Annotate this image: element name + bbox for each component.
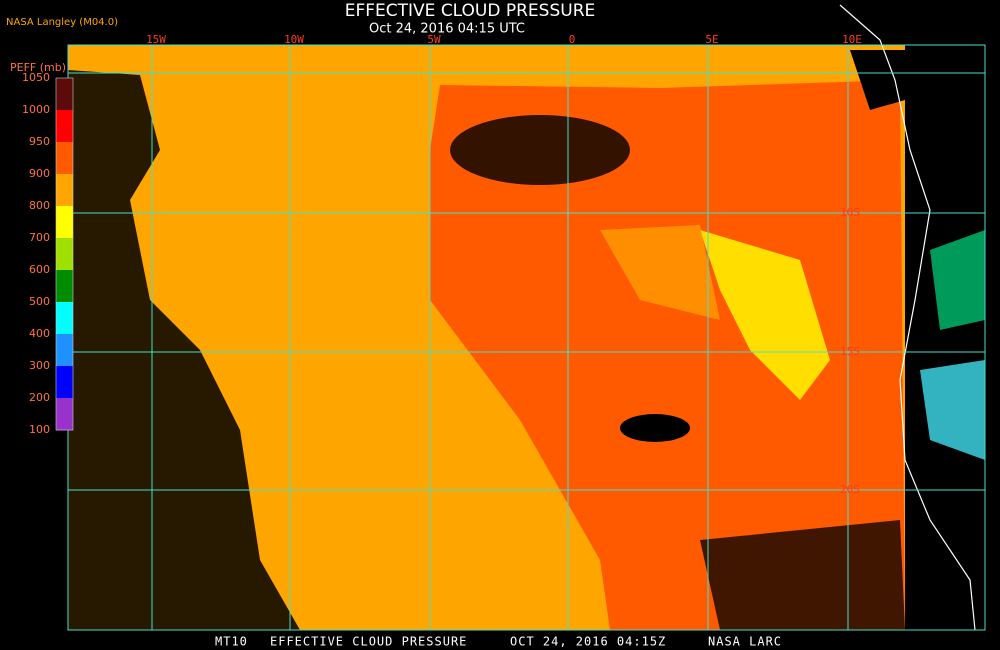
footer-text: NASA LARC (708, 635, 782, 649)
credit: NASA Langley (M04.0) (6, 17, 118, 28)
land (905, 45, 985, 630)
legend-swatch (56, 206, 73, 239)
longitude-label: 10W (284, 33, 304, 46)
title: EFFECTIVE CLOUD PRESSURE (345, 1, 596, 21)
mid-cloud (600, 225, 720, 320)
low-cloud (430, 80, 905, 630)
clear-patch (850, 50, 905, 110)
legend-label: 200 (29, 391, 50, 404)
overlay: 15W 10W 5W 0 5E 10E 10S 15S 20S 1050 1000 950 900 800… (22, 33, 985, 649)
legend-frame (55, 77, 74, 431)
latitude-label: 10S (840, 206, 860, 219)
longitude-label: 15W (146, 33, 166, 46)
latitude-label: 20S (840, 483, 860, 496)
footer-text: EFFECTIVE CLOUD PRESSURE (270, 635, 467, 649)
legend-label: 1050 (22, 71, 50, 84)
legend-swatch (56, 142, 73, 175)
clear-patch (620, 414, 690, 442)
clear-patch (450, 115, 630, 185)
legend-swatch (56, 270, 73, 303)
legend-swatch (56, 366, 73, 399)
map-imagery (67, 4, 986, 631)
legend-label: 700 (29, 231, 50, 244)
legend-swatch (56, 398, 73, 431)
legend-label: 900 (29, 167, 50, 180)
coastline (839, 4, 976, 631)
legend-title: PEFF (mb) (10, 61, 66, 74)
latitude-label: 15S (840, 345, 860, 358)
legend-swatch (56, 302, 73, 335)
legend-label: 950 (29, 135, 50, 148)
legend-label: 1000 (22, 103, 50, 116)
footer-text: MT10 (215, 635, 248, 649)
legend-label: 300 (29, 359, 50, 372)
legend-label: 100 (29, 423, 50, 436)
subtitle: Oct 24, 2016 04:15 UTC (369, 22, 525, 37)
longitude-label: 10E (842, 33, 862, 46)
land-cloud (920, 360, 985, 460)
legend-swatch (56, 78, 73, 111)
longitude-label: 5E (705, 33, 718, 46)
legend-label: 600 (29, 263, 50, 276)
legend-label: 800 (29, 199, 50, 212)
longitude-label: 0 (569, 33, 576, 46)
legend-label: 400 (29, 327, 50, 340)
footer-text: OCT 24, 2016 04:15Z (510, 635, 666, 649)
longitude-label: 5W (427, 33, 441, 46)
legend-swatch (56, 174, 73, 207)
legend-swatch (56, 238, 73, 271)
legend-swatch (56, 334, 73, 367)
legend-label: 500 (29, 295, 50, 308)
clear-patch (700, 520, 905, 630)
mid-cloud (700, 230, 830, 400)
land-cloud (930, 230, 985, 330)
legend-swatch (56, 110, 73, 143)
